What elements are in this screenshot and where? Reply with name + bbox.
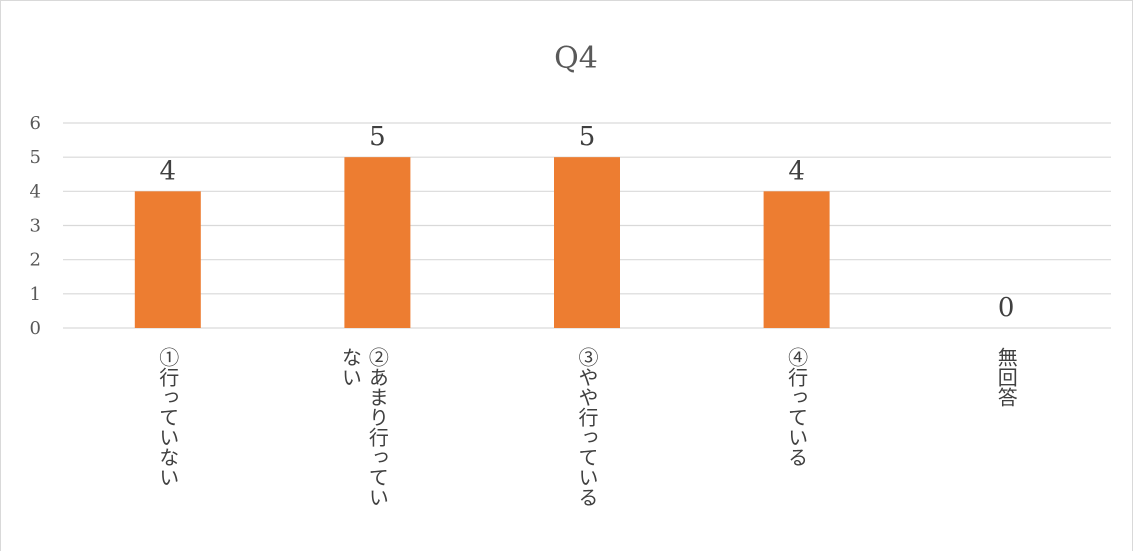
bar bbox=[344, 157, 411, 328]
x-category-label: ①行っていない bbox=[156, 347, 180, 487]
bar bbox=[554, 157, 620, 328]
data-label: 5 bbox=[579, 122, 596, 152]
y-tick-label: 2 bbox=[30, 250, 41, 271]
y-tick-label: 5 bbox=[30, 147, 41, 168]
data-label: 4 bbox=[788, 156, 805, 186]
chart-title: Q4 bbox=[554, 41, 598, 76]
x-category-label: ④行っている bbox=[785, 347, 809, 467]
bars bbox=[134, 157, 830, 328]
y-tick-label: 1 bbox=[30, 284, 41, 305]
y-tick-label: 3 bbox=[30, 216, 41, 237]
data-labels: 4 5 5 4 0 bbox=[160, 122, 1015, 323]
data-label: 0 bbox=[998, 293, 1015, 323]
data-label: 4 bbox=[160, 156, 177, 186]
y-tick-label: 6 bbox=[30, 113, 41, 134]
x-category-label: ②あまり行ってい bbox=[365, 347, 389, 507]
y-axis-ticks: 0 1 2 3 4 5 6 bbox=[30, 113, 41, 339]
bar bbox=[763, 191, 830, 328]
x-category-label: ③やや行っている bbox=[575, 347, 599, 507]
y-tick-label: 4 bbox=[30, 181, 41, 202]
bar bbox=[134, 191, 201, 328]
x-category-label: ない bbox=[338, 347, 362, 387]
x-category-label: 無回答 bbox=[994, 347, 1018, 407]
data-label: 5 bbox=[369, 122, 386, 152]
y-tick-label: 0 bbox=[30, 318, 41, 339]
